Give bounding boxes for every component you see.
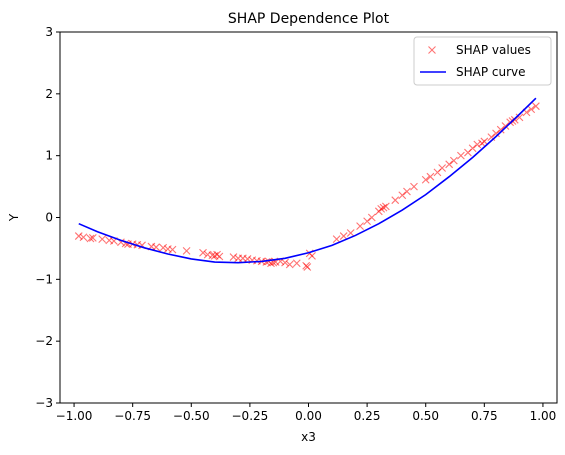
shap-value-point [346, 229, 355, 237]
shap-value-point [496, 125, 505, 134]
shap-value-point [356, 222, 364, 231]
shap-value-point [515, 113, 524, 122]
shap-value-point [182, 247, 191, 255]
shap-value-point [379, 203, 388, 212]
shap-value-point [421, 175, 430, 184]
shap-value-point [229, 253, 238, 261]
shap-value-point [363, 217, 371, 226]
plot-frame [59, 31, 558, 404]
x-tick-label: 0.75 [471, 409, 498, 423]
x-tick-label: −0.25 [232, 409, 269, 423]
y-tick-label: −3 [35, 396, 53, 410]
y-axis: −3 −2 −1 0 1 2 3 [35, 25, 60, 410]
shap-value-point [532, 102, 540, 111]
shap-value-point [159, 243, 168, 252]
shap-value-point [377, 204, 386, 213]
shap-value-point [168, 245, 177, 254]
shap-value-point [285, 260, 294, 269]
shap-value-point [501, 122, 510, 130]
y-axis-label: Y [7, 213, 21, 222]
x-tick-label: −0.50 [173, 409, 210, 423]
x-tick-label: −1.00 [56, 409, 93, 423]
shap-value-point [308, 251, 316, 260]
shap-value-point [215, 252, 224, 261]
shap-value-point [281, 258, 289, 267]
x-tick-label: 0.50 [412, 409, 439, 423]
shap-value-point [381, 202, 390, 211]
shap-value-point [79, 233, 88, 242]
y-tick-label: 2 [45, 87, 53, 101]
shap-value-point [74, 232, 83, 240]
shap-value-point [410, 182, 418, 191]
shap-value-point [403, 187, 411, 196]
shap-value-point [398, 191, 407, 200]
legend: SHAP values SHAP curve [413, 36, 552, 86]
shap-value-point [438, 164, 447, 172]
chart-title: SHAP Dependence Plot [228, 11, 390, 27]
y-tick-label: 0 [45, 211, 53, 225]
shap-value-point [426, 172, 435, 181]
legend-label: SHAP curve [456, 65, 526, 79]
shap-value-point [86, 234, 95, 243]
x-tick-label: 0.00 [295, 409, 322, 423]
x-axis-label: x3 [301, 430, 316, 444]
shap-value-point [303, 263, 312, 271]
shap-value-point [98, 235, 107, 244]
shap-value-point [332, 235, 341, 244]
shap-value-point [199, 248, 207, 257]
shap-value-point [339, 232, 348, 240]
y-tick-label: −2 [35, 334, 53, 348]
x-tick-label: 1.00 [530, 409, 557, 423]
series-layer [74, 97, 540, 271]
legend-label: SHAP values [456, 43, 531, 57]
y-tick-label: 3 [45, 25, 53, 39]
shap-curve-line [78, 97, 537, 264]
shap-value-point [456, 151, 465, 160]
legend-marker-swatch [428, 46, 436, 54]
shap-value-point [88, 234, 97, 242]
x-tick-label: −0.75 [114, 409, 151, 423]
shap-value-point [391, 196, 400, 205]
x-axis: −1.00 −0.75 −0.50 −0.25 0.00 0.25 0.50 0.75 1.00 [56, 403, 557, 423]
shap-value-point [445, 160, 454, 169]
shap-value-point [473, 140, 482, 149]
shap-value-point [292, 259, 301, 268]
legend-box [413, 36, 552, 86]
shap-value-point [492, 129, 500, 138]
shap-value-point [527, 105, 536, 114]
shap-value-point [468, 144, 477, 153]
y-tick-label: 1 [45, 149, 53, 163]
x-tick-label: 0.25 [354, 409, 381, 423]
shap-value-point [449, 156, 458, 165]
y-tick-label: −1 [35, 272, 53, 286]
shap-value-point [480, 137, 489, 146]
shap-value-point [367, 213, 376, 222]
